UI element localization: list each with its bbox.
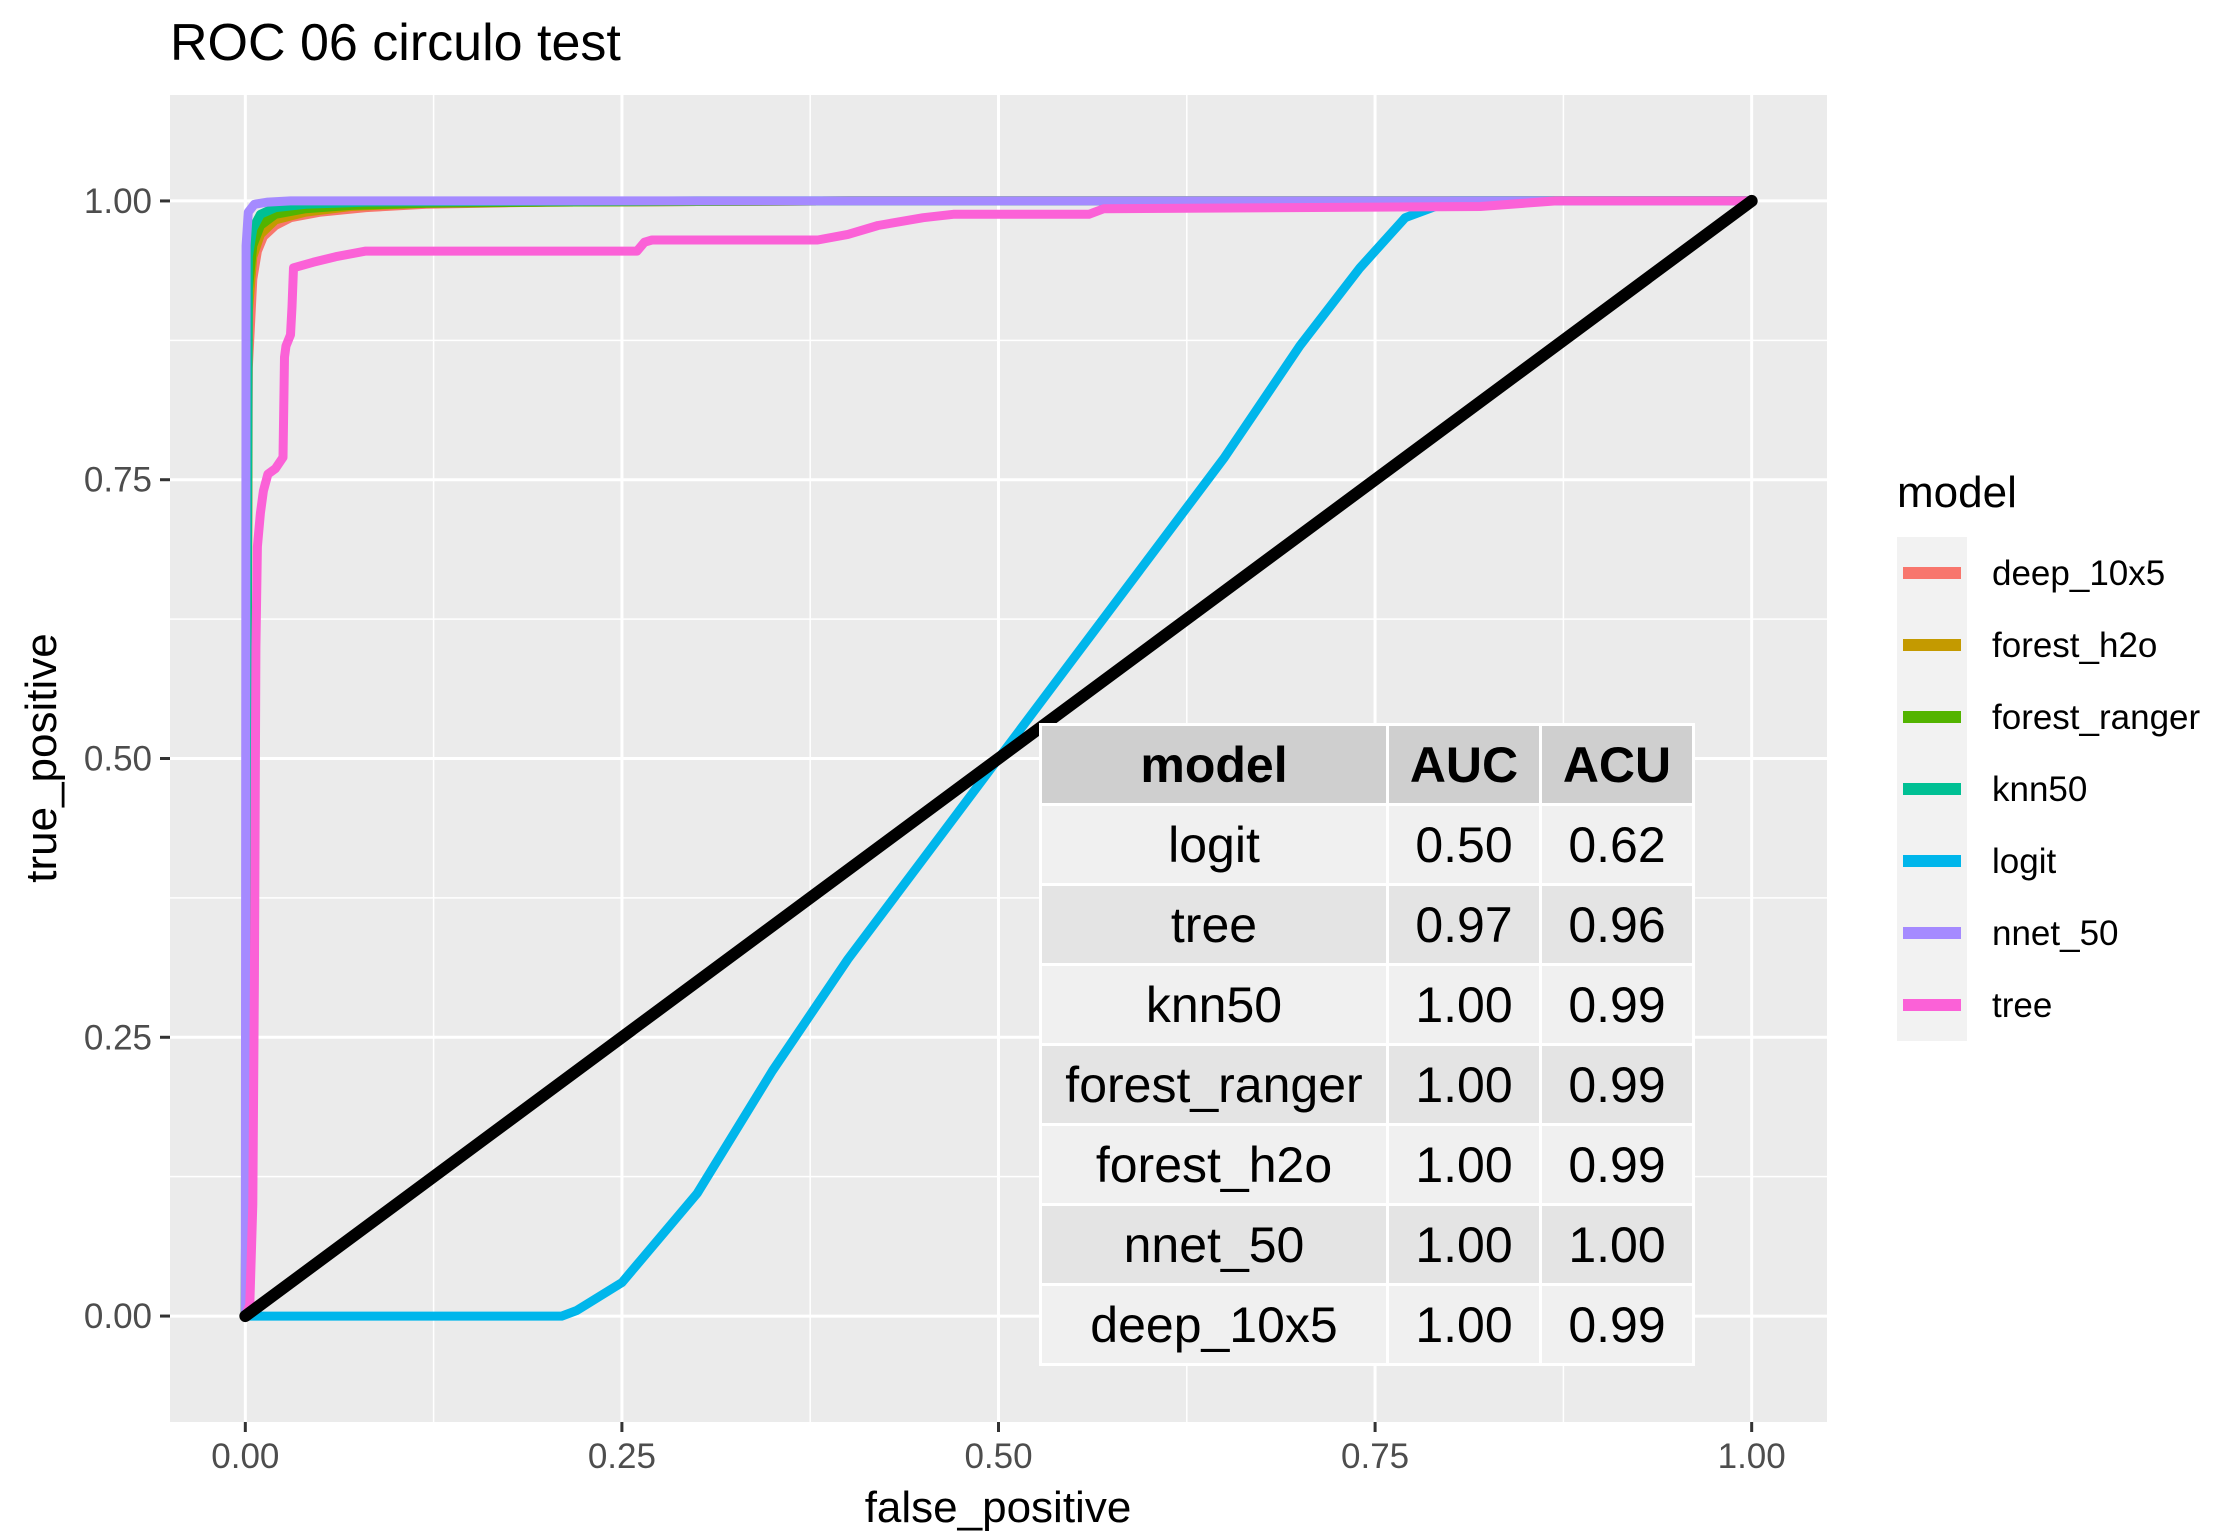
stats-cell-auc: 1.00 — [1386, 1043, 1542, 1126]
legend-label: logit — [1992, 842, 2056, 881]
table-row: nnet_50 1.00 1.00 — [1039, 1203, 1695, 1286]
legend-label: deep_10x5 — [1992, 554, 2165, 593]
table-row: tree 0.97 0.96 — [1039, 883, 1695, 966]
legend-label: forest_ranger — [1992, 698, 2201, 737]
stats-cell-acu: 0.62 — [1539, 803, 1695, 886]
table-row: knn50 1.00 0.99 — [1039, 963, 1695, 1046]
y-tick-label: 1.00 — [84, 182, 152, 221]
y-axis: 0.00 0.25 0.50 0.75 1.00 — [84, 182, 170, 1336]
y-tick-label: 0.75 — [84, 461, 152, 500]
reference-line-layer — [239, 194, 1758, 1323]
stats-cell-auc: 1.00 — [1386, 1123, 1542, 1206]
legend-label: nnet_50 — [1992, 914, 2119, 953]
table-row: forest_h2o 1.00 0.99 — [1039, 1123, 1695, 1206]
legend-label: forest_h2o — [1992, 626, 2157, 665]
x-tick-label: 0.00 — [211, 1437, 279, 1476]
stats-cell-model: tree — [1039, 883, 1389, 966]
chart-title: ROC 06 circulo test — [170, 14, 621, 72]
x-tick-label: 0.50 — [964, 1437, 1032, 1476]
legend-label: tree — [1992, 986, 2052, 1025]
stats-table-header: model AUC ACU — [1039, 723, 1695, 806]
series-layer — [240, 196, 1757, 1321]
reference-line — [239, 194, 1758, 1323]
stats-cell-acu: 0.99 — [1539, 1043, 1695, 1126]
stats-cell-auc: 1.00 — [1386, 963, 1542, 1046]
stats-cell-acu: 0.99 — [1539, 1123, 1695, 1206]
x-tick-label: 0.75 — [1341, 1437, 1409, 1476]
legend: model deep_10x5 forest_h2o forest_rangerkn… — [1897, 468, 2201, 1041]
stats-cell-auc: 1.00 — [1386, 1203, 1542, 1286]
stats-cell-model: forest_ranger — [1039, 1043, 1389, 1126]
stats-cell-acu: 0.99 — [1539, 1283, 1695, 1366]
stats-header-model: model — [1039, 723, 1389, 806]
stats-table: model AUC ACU logit 0.50 0.62 tree 0.97 … — [1039, 723, 1695, 1366]
series-line-tree — [240, 196, 1757, 1321]
legend-label: knn50 — [1992, 770, 2087, 809]
stats-cell-auc: 1.00 — [1386, 1283, 1542, 1366]
x-tick-label: 0.25 — [588, 1437, 656, 1476]
stats-cell-acu: 0.99 — [1539, 963, 1695, 1046]
legend-title: model — [1897, 468, 2017, 517]
y-tick-label: 0.50 — [84, 740, 152, 779]
stats-cell-acu: 0.96 — [1539, 883, 1695, 966]
table-row: deep_10x5 1.00 0.99 — [1039, 1283, 1695, 1366]
x-axis-label: false_positive — [865, 1483, 1132, 1532]
series-line-nnet_50 — [240, 196, 1757, 1321]
table-row: logit 0.50 0.62 — [1039, 803, 1695, 886]
stats-cell-auc: 0.50 — [1386, 803, 1542, 886]
stats-cell-model: forest_h2o — [1039, 1123, 1389, 1206]
y-tick-label: 0.25 — [84, 1018, 152, 1057]
y-axis-label: true_positive — [17, 633, 66, 882]
stats-cell-model: nnet_50 — [1039, 1203, 1389, 1286]
stats-cell-model: knn50 — [1039, 963, 1389, 1046]
table-row: forest_ranger 1.00 0.99 — [1039, 1043, 1695, 1126]
stats-header-acu: ACU — [1539, 723, 1695, 806]
y-tick-label: 0.00 — [84, 1297, 152, 1336]
stats-header-auc: AUC — [1386, 723, 1542, 806]
x-axis: 0.00 0.25 0.50 0.75 1.00 — [211, 1422, 1786, 1476]
stats-cell-auc: 0.97 — [1386, 883, 1542, 966]
stats-cell-model: deep_10x5 — [1039, 1283, 1389, 1366]
stats-cell-acu: 1.00 — [1539, 1203, 1695, 1286]
x-tick-label: 1.00 — [1718, 1437, 1786, 1476]
stats-cell-model: logit — [1039, 803, 1389, 886]
